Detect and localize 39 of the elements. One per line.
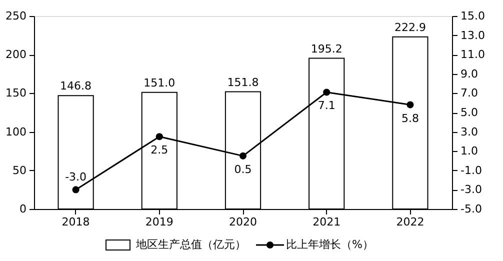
data-label: 7.1 xyxy=(318,99,336,112)
y2-tick-label: -5.0 xyxy=(460,202,482,216)
y-tick-label: 200 xyxy=(6,48,26,62)
y2-tick-label: 3.0 xyxy=(460,125,478,138)
data-label: 5.8 xyxy=(401,112,419,125)
data-label: 151.8 xyxy=(227,76,259,89)
data-label: 151.0 xyxy=(144,76,176,90)
point xyxy=(156,133,163,140)
y-tick-label: 100 xyxy=(6,125,26,138)
data-label: -3.0 xyxy=(65,170,87,184)
y2-tick-label: 7.0 xyxy=(460,86,478,100)
y2-tick-label: 11.0 xyxy=(460,48,485,62)
x-tick-label: 2018 xyxy=(62,216,90,228)
y2-tick-label: -3.0 xyxy=(460,183,482,196)
y2-tick-label: 15.0 xyxy=(460,10,485,22)
x-tick-label: 2019 xyxy=(145,216,174,228)
point xyxy=(239,152,247,160)
data-label: 195.2 xyxy=(310,42,342,56)
point xyxy=(406,101,414,108)
x-tick-label: 2020 xyxy=(229,216,257,228)
y2-tick-label: 13.0 xyxy=(460,28,485,42)
y-tick-label: 50 xyxy=(12,164,26,177)
y-tick-label: 250 xyxy=(6,10,26,22)
point xyxy=(72,186,80,194)
x-tick-label: 2022 xyxy=(396,216,424,228)
data-label: 2.5 xyxy=(150,144,168,157)
point xyxy=(323,88,330,96)
data-label: 146.8 xyxy=(60,80,92,93)
y-tick-label: 150 xyxy=(6,86,26,100)
x-tick-label: 2021 xyxy=(312,216,341,228)
data-label: 222.9 xyxy=(394,20,426,34)
y-tick-label: 0 xyxy=(20,202,26,216)
y2-tick-label: 1.0 xyxy=(460,144,478,158)
y2-tick-label: 5.0 xyxy=(460,106,478,119)
legend-label: 比上年增长（%） xyxy=(286,238,374,251)
y2-tick-label: -1.0 xyxy=(460,164,482,177)
data-label: 0.5 xyxy=(234,162,252,176)
legend-label: 地区生产总值（亿元） xyxy=(135,238,246,251)
y2-tick-label: 9.0 xyxy=(460,67,478,80)
